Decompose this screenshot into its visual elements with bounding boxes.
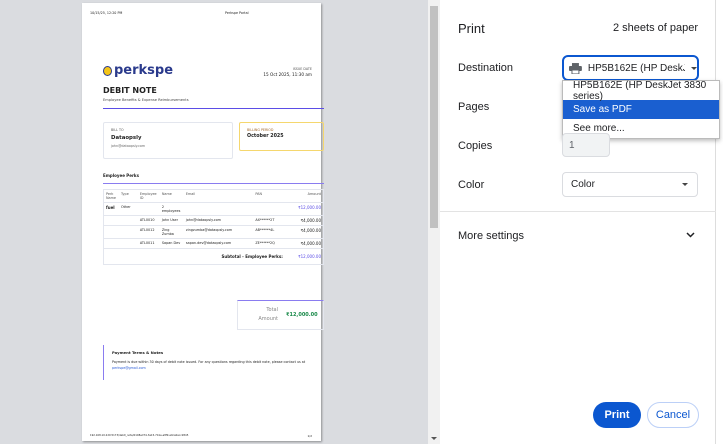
payment-terms: Payment Terms & Notes Payment is due wit… xyxy=(103,345,324,380)
print-title: Print xyxy=(458,21,485,36)
bill-to-card: BILL TO Dataopsly john@dataopsly.com xyxy=(103,122,233,159)
terms-title: Payment Terms & Notes xyxy=(112,350,164,355)
destination-select[interactable]: HP5B162E (HP DeskJet 3 xyxy=(562,55,699,81)
header-date: 10/15/25, 12:20 PM xyxy=(90,11,123,15)
employee-name: Sapan Dev xyxy=(161,241,181,245)
col-amount: Amount xyxy=(307,192,321,196)
more-settings-toggle[interactable]: More settings xyxy=(440,222,716,248)
option-save-as-pdf[interactable]: Save as PDF xyxy=(563,100,719,119)
document-page: 10/15/25, 12:20 PM Perkspe Portal perksp… xyxy=(82,3,324,441)
col-name: Name xyxy=(161,192,172,196)
destination-label: Destination xyxy=(458,62,514,74)
employee-pan: ZE******2Q xyxy=(255,241,275,245)
chevron-down-icon xyxy=(686,232,695,238)
col-employee-id: Employee ID xyxy=(139,192,157,200)
col-email: Email xyxy=(185,192,196,196)
cancel-button[interactable]: Cancel xyxy=(647,402,699,428)
table-row: ATL0012 Zing Zumba zingzumba@dataopsly.c… xyxy=(104,226,323,239)
employee-name: Zing Zumba xyxy=(161,228,174,236)
employee-pan: AX******2T xyxy=(255,218,275,222)
destination-value: HP5B162E (HP DeskJet 3 xyxy=(587,62,685,74)
table-row: ATL0010 John User john@dataopsly.com AX*… xyxy=(104,216,323,226)
billing-period-label: BILLING PERIOD xyxy=(247,128,274,132)
bill-to-name: Dataopsly xyxy=(111,135,142,141)
employee-id: ATL0012 xyxy=(139,228,155,232)
color-select[interactable]: Color xyxy=(562,172,698,197)
employee-pan: AB******4L xyxy=(255,228,275,232)
employee-name: John User xyxy=(161,218,179,222)
billing-period: October 2025 xyxy=(247,134,284,139)
divider xyxy=(440,211,716,212)
employee-id: ATL0011 xyxy=(139,241,155,245)
section-divider xyxy=(103,183,324,184)
total-box: Total Amount ₹12,000.00 xyxy=(237,300,324,330)
issue-date-label: ISSUE DATE xyxy=(292,67,312,71)
col-pan: PAN xyxy=(255,192,263,196)
pages-label: Pages xyxy=(458,101,490,113)
print-button[interactable]: Print xyxy=(593,402,641,428)
subtotal-value: ₹12,000.00 xyxy=(298,254,321,259)
logo-text: perkspe xyxy=(114,63,174,78)
perk-type: Other xyxy=(121,205,131,209)
table-row: ATL0011 Sapan Dev sapan.dev@dataopsly.co… xyxy=(104,239,323,249)
bill-to-label: BILL TO xyxy=(111,128,124,132)
perks-table: Perk Name Type Employee ID Name Email PA… xyxy=(103,189,324,265)
employee-amount: ₹4,000.00 xyxy=(300,228,321,233)
employee-email: sapan.dev@dataopsly.com xyxy=(185,241,232,245)
chevron-down-icon xyxy=(682,183,688,186)
billing-period-card: BILLING PERIOD October 2025 xyxy=(239,122,324,151)
perkspe-logo: perkspe xyxy=(103,63,173,78)
option-see-more[interactable]: See more... xyxy=(573,123,625,134)
employee-amount: ₹4,000.00 xyxy=(300,218,321,223)
destination-dropdown: HP5B162E (HP DeskJet 3830 series) Save a… xyxy=(562,80,720,139)
footer-page: 1/2 xyxy=(307,434,312,438)
employee-id: ATL0010 xyxy=(139,218,155,222)
chevron-down-icon xyxy=(691,66,697,70)
color-value: Color xyxy=(571,179,595,190)
employee-amount: ₹4,000.00 xyxy=(300,241,321,246)
scrollbar-thumb[interactable] xyxy=(430,6,438,228)
more-settings-label: More settings xyxy=(458,230,525,242)
subtitle: Employee Benefits & Expense Reimbursemen… xyxy=(103,98,189,102)
copies-label: Copies xyxy=(458,140,493,152)
scroll-down-icon[interactable] xyxy=(431,437,437,440)
total-value: ₹12,000.00 xyxy=(286,312,318,318)
terms-email-link[interactable]: perkspe@gmail.com xyxy=(112,366,146,370)
title-divider xyxy=(103,108,324,110)
option-hp-deskjet[interactable]: HP5B162E (HP DeskJet 3830 series) xyxy=(573,79,707,102)
copies-input[interactable]: 1 xyxy=(562,133,610,157)
print-settings-panel: Print 2 sheets of paper Destination HP5B… xyxy=(440,0,720,444)
section-title: Employee Perks xyxy=(103,173,139,178)
sheet-count: 2 sheets of paper xyxy=(612,22,698,34)
employee-email: zingzumba@dataopsly.com xyxy=(185,228,233,232)
terms-text: Payment is due within 30 days of debit n… xyxy=(112,360,306,364)
preview-scrollbar[interactable] xyxy=(428,0,440,444)
group-row: fuel Other 2 employees ₹12,000.00 xyxy=(104,203,323,216)
print-preview-area: 10/15/25, 12:20 PM Perkspe Portal perksp… xyxy=(0,0,428,444)
footer-url: 192.168.10.220:5173/debit_note/0108ed74-… xyxy=(90,434,189,437)
logo-badge-icon xyxy=(103,65,112,76)
issue-date: 15 Oct 2025, 11:30 am xyxy=(263,72,312,77)
header-title: Perkspe Portal xyxy=(225,11,249,15)
total-label: Total Amount xyxy=(258,307,278,322)
bill-to-email: john@dataopsly.com xyxy=(111,144,146,148)
group-amount: ₹12,000.00 xyxy=(298,205,321,210)
employee-count: 2 employees xyxy=(161,205,181,213)
subtotal-label: Subtotal - Employee Perks: xyxy=(221,254,283,259)
printer-icon xyxy=(569,62,582,74)
col-perk-name: Perk Name xyxy=(106,192,117,200)
col-type: Type xyxy=(121,192,129,196)
page-title: DEBIT NOTE xyxy=(103,86,157,95)
color-label: Color xyxy=(458,179,485,191)
employee-email: john@dataopsly.com xyxy=(185,218,221,222)
perk-name: fuel xyxy=(106,205,115,210)
